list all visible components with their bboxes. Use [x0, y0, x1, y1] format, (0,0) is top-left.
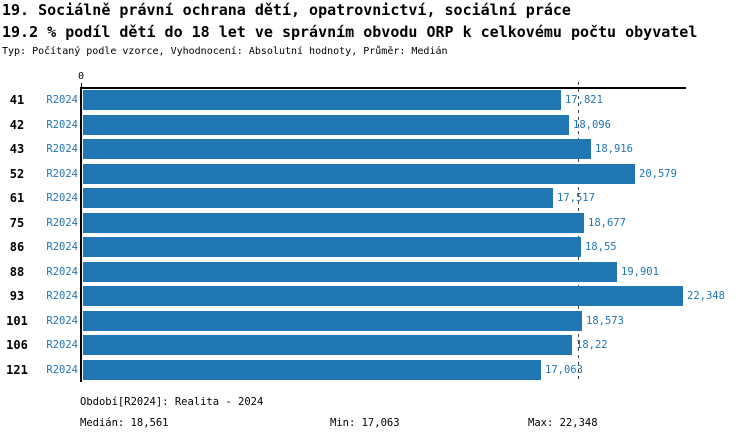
row-series-label: R2024	[46, 217, 78, 229]
y-axis-line	[80, 87, 82, 382]
row-series-label: R2024	[46, 143, 78, 155]
footer-max-label: Max: 22,348	[528, 417, 598, 429]
page-title: 19. Sociálně právní ochrana dětí, opatro…	[2, 1, 571, 19]
row-category-label: 93	[9, 289, 25, 303]
row-category-label: 106	[6, 338, 28, 352]
top-axis-line	[82, 87, 686, 89]
row-series-label: R2024	[46, 241, 78, 253]
footer-median-label: Medián: 18,561	[80, 417, 169, 429]
bar	[83, 90, 561, 110]
bar	[83, 335, 572, 355]
bar-value-label: 22,348	[687, 290, 725, 302]
row-series-label: R2024	[46, 364, 78, 376]
bar-value-label: 18,677	[588, 217, 626, 229]
bar	[83, 311, 582, 331]
bar	[83, 360, 541, 380]
row-category-label: 42	[9, 118, 25, 132]
bar-value-label: 19,901	[621, 266, 659, 278]
bar-value-label: 18,573	[586, 315, 624, 327]
chart-meta-line: Typ: Počítaný podle vzorce, Vyhodnocení:…	[2, 46, 448, 57]
bar	[83, 262, 617, 282]
row-series-label: R2024	[46, 94, 78, 106]
row-category-label: 75	[9, 216, 25, 230]
bar	[83, 213, 584, 233]
indicator-title: 19.2 % podíl dětí do 18 let ve správním …	[2, 23, 698, 41]
bar	[83, 115, 569, 135]
row-series-label: R2024	[46, 266, 78, 278]
x-axis-zero-tick	[81, 83, 82, 88]
row-series-label: R2024	[46, 119, 78, 131]
bar-value-label: 17,517	[557, 192, 595, 204]
x-axis-zero-label: 0	[77, 71, 85, 82]
row-category-label: 41	[9, 93, 25, 107]
bar-value-label: 17,063	[545, 364, 583, 376]
row-category-label: 101	[6, 314, 28, 328]
row-series-label: R2024	[46, 290, 78, 302]
row-series-label: R2024	[46, 339, 78, 351]
bar-value-label: 18,55	[585, 241, 617, 253]
bar-value-label: 18,096	[573, 119, 611, 131]
row-category-label: 61	[9, 191, 25, 205]
row-series-label: R2024	[46, 192, 78, 204]
row-category-label: 86	[9, 240, 25, 254]
bar-value-label: 18,22	[576, 339, 608, 351]
bar	[83, 139, 591, 159]
bar	[83, 237, 581, 257]
bar-value-label: 17,821	[565, 94, 603, 106]
row-category-label: 43	[9, 142, 25, 156]
footer-period-label: Období[R2024]: Realita - 2024	[80, 396, 264, 408]
row-category-label: 88	[9, 265, 25, 279]
row-series-label: R2024	[46, 168, 78, 180]
bar-value-label: 18,916	[595, 143, 633, 155]
row-category-label: 52	[9, 167, 25, 181]
row-series-label: R2024	[46, 315, 78, 327]
bar	[83, 286, 683, 306]
bar	[83, 188, 553, 208]
bar	[83, 164, 635, 184]
row-category-label: 121	[6, 363, 28, 377]
footer-min-label: Min: 17,063	[330, 417, 400, 429]
bar-value-label: 20,579	[639, 168, 677, 180]
